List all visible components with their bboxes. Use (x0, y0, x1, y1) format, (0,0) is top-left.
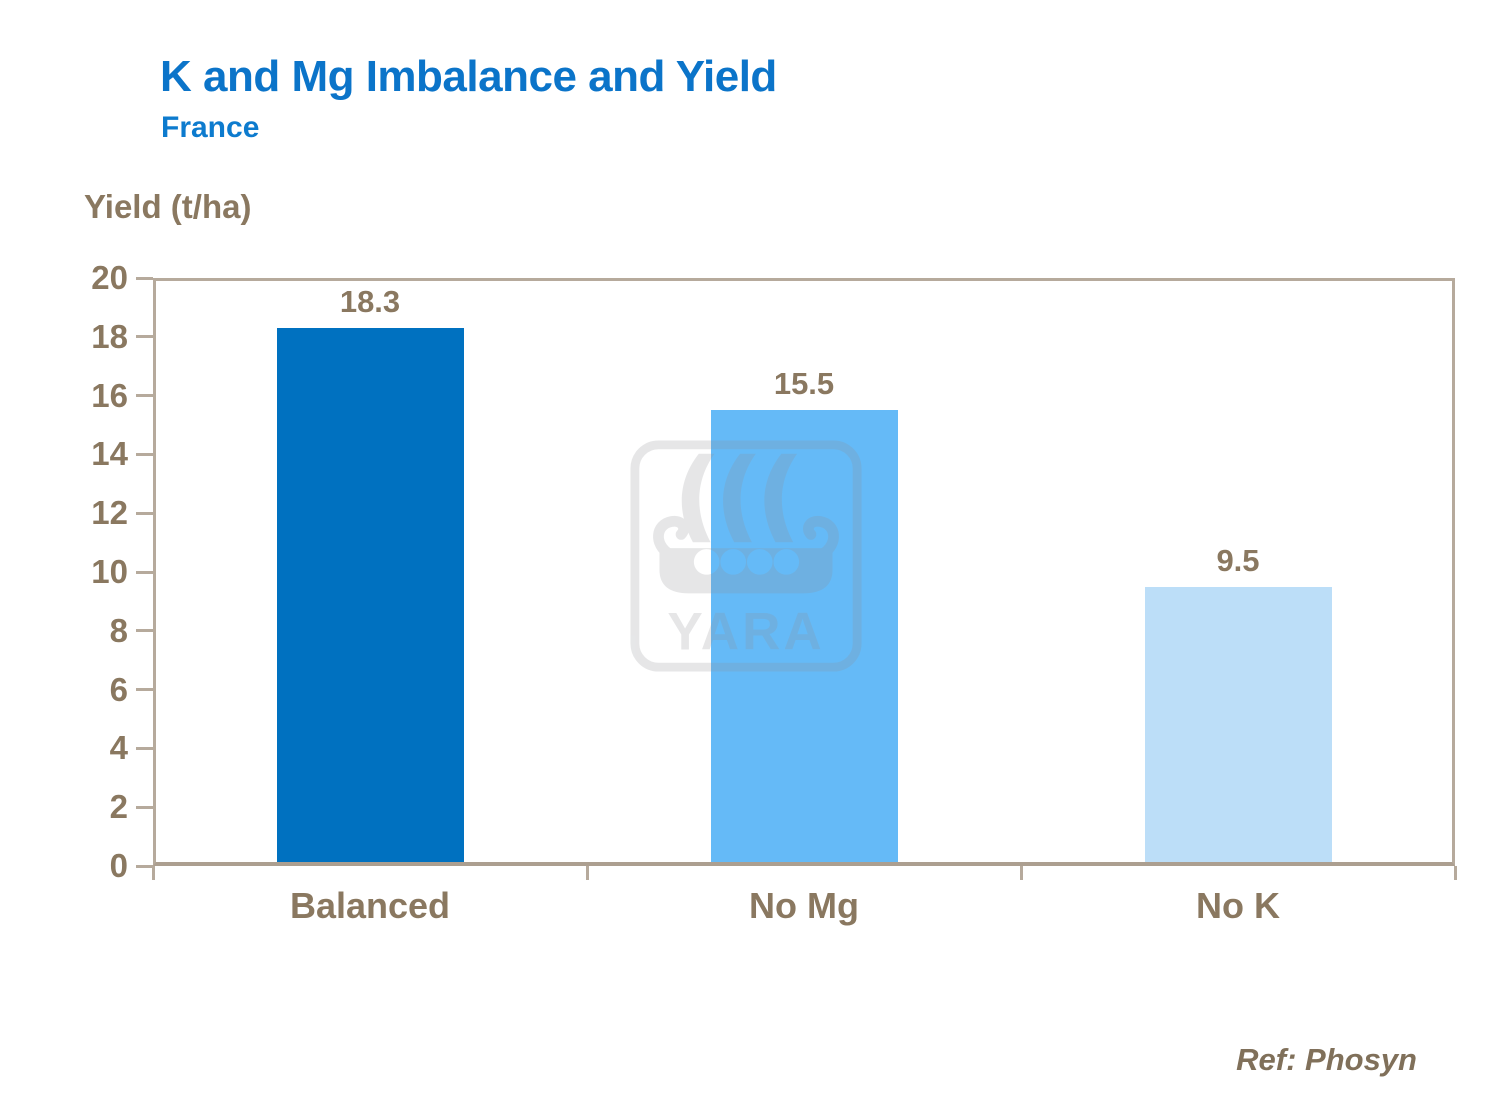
y-axis-tick (136, 511, 153, 515)
y-axis-tick-label: 14 (91, 435, 128, 473)
x-axis-tick (1453, 866, 1457, 880)
bar-value-label: 9.5 (1216, 542, 1260, 578)
x-axis-category-label: No K (1196, 885, 1280, 926)
bar-no-k (1144, 586, 1332, 866)
y-axis-tick-label: 6 (109, 670, 128, 708)
bar-value-label: 18.3 (339, 283, 401, 319)
x-axis-category-label: No Mg (749, 885, 859, 926)
y-axis-tick (136, 688, 153, 692)
x-axis-tick (1019, 866, 1023, 880)
y-axis-tick (136, 276, 153, 280)
y-axis-tick-label: 10 (91, 553, 128, 590)
y-axis-tick-label: 2 (109, 788, 128, 826)
x-axis-category-label: Balanced (289, 885, 451, 926)
y-axis-tick (136, 864, 153, 868)
bar-no-mg (710, 410, 898, 866)
y-axis-tick (136, 394, 153, 398)
bar-value-label: 15.5 (773, 366, 835, 402)
y-axis-tick (136, 746, 153, 750)
y-axis-tick-label: 20 (91, 259, 128, 296)
y-axis-tick (136, 629, 153, 633)
y-axis-tick-label: 4 (109, 729, 128, 767)
y-axis-tick (136, 570, 153, 574)
bar-balanced (276, 327, 464, 866)
y-axis-tick-label: 0 (109, 847, 128, 884)
x-axis-tick (151, 866, 155, 880)
page-title: K and Mg Imbalance and Yield (160, 52, 777, 101)
reference-label: Ref: Phosyn (1236, 1042, 1417, 1077)
y-axis-tick (136, 335, 153, 339)
y-axis-tick (136, 805, 153, 809)
y-axis-tick (136, 452, 153, 456)
page-subtitle: France (161, 111, 260, 144)
y-axis-tick-label: 12 (91, 494, 128, 532)
y-axis-tick-label: 8 (109, 611, 128, 649)
x-axis-tick (585, 866, 589, 880)
y-axis-tick-label: 18 (91, 317, 128, 355)
y-axis-label: Yield (t/ha) (84, 188, 252, 225)
y-axis-tick-label: 16 (91, 376, 128, 414)
